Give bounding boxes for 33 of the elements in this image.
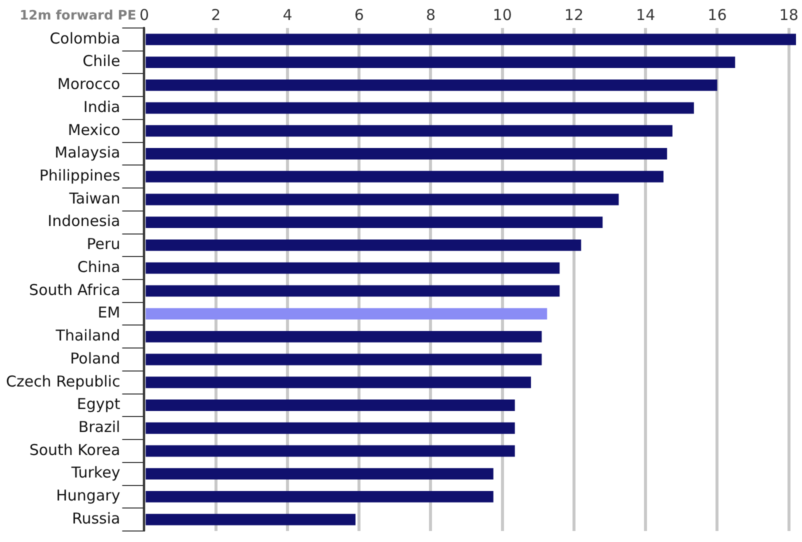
y-tick-label: Indonesia [48, 212, 120, 230]
x-axis-title: 12m forward PE [20, 8, 136, 24]
x-tick-label: 12 [564, 6, 584, 24]
y-tick-label: China [77, 258, 120, 276]
y-tick-label: Egypt [76, 395, 120, 414]
x-tick-label: 10 [492, 6, 512, 24]
y-tick-label: Thailand [54, 326, 120, 345]
y-tick-label: Peru [86, 235, 120, 254]
y-tick-label: Malaysia [54, 144, 120, 162]
y-tick-label: South Korea [29, 440, 120, 459]
x-tick-label: 8 [426, 6, 436, 24]
y-tick-label: Brazil [78, 418, 120, 436]
x-tick-label: 0 [139, 6, 149, 24]
x-tick-label: 18 [779, 6, 798, 24]
y-tick-label: Czech Republic [6, 372, 120, 390]
y-tick-label: Mexico [68, 120, 120, 139]
y-tick-label: Colombia [50, 29, 120, 48]
y-tick-label: India [83, 98, 120, 116]
x-tick-label: 16 [708, 6, 727, 24]
x-tick-label: 2 [211, 6, 221, 24]
x-tick-label: 6 [354, 6, 364, 24]
y-tick-label: Chile [82, 52, 120, 70]
y-tick-label: Hungary [56, 486, 120, 505]
y-tick-label: Russia [72, 509, 120, 528]
y-tick-label: Turkey [70, 464, 120, 482]
x-tick-label: 4 [282, 6, 292, 24]
y-tick-label: Poland [70, 349, 120, 368]
y-tick-label: Morocco [57, 75, 120, 94]
y-tick-label: Philippines [39, 166, 120, 185]
x-tick-label: 14 [636, 6, 656, 24]
y-tick-label: South Africa [29, 280, 120, 299]
y-tick-label: Taiwan [68, 189, 120, 208]
y-tick-label: EM [98, 304, 120, 322]
